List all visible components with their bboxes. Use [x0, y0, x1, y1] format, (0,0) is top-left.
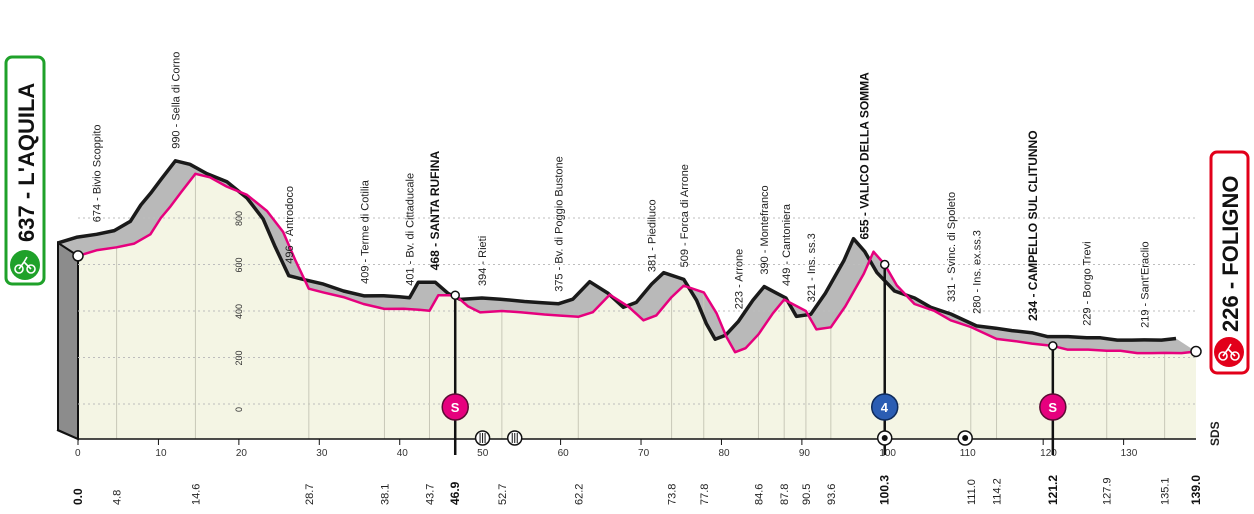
altitude-tick-label: 800 [234, 211, 244, 226]
ground-area [78, 173, 1196, 440]
endpoint-dots [72, 250, 1202, 358]
place-label: 321 - Ins. ss.3 [806, 233, 818, 302]
place-label: 509 - Forca di Arrone [679, 164, 691, 267]
altitude-tick-label: 200 [234, 350, 244, 365]
altitude-tick-label: 0 [234, 407, 244, 412]
kom-icon [870, 393, 899, 421]
race-markers: S 4 S [441, 264, 1067, 455]
distance-tick-label: 90 [799, 448, 811, 459]
place-label: 990 - Sella di Corno [170, 52, 182, 149]
place-label: 390 - Montefranco [759, 185, 771, 274]
distance-tick-label: 130 [1121, 448, 1138, 459]
distance-tick-label: 20 [236, 448, 248, 459]
finish-cyclist-glyph [1218, 343, 1240, 361]
finish-badge: 226 - FOLIGNO [1209, 150, 1250, 375]
finish-badge-frame [1209, 150, 1250, 375]
km-label: 93.6 [826, 484, 838, 505]
distance-tick-label: 10 [155, 448, 167, 459]
place-label: 401 - Bv. di Cittaducale [405, 173, 417, 286]
profile-left-face [57, 241, 79, 441]
km-label: 121.2 [1046, 475, 1060, 505]
distance-tick-label: 30 [316, 448, 328, 459]
distance-tick-label: 70 [638, 448, 650, 459]
place-label: 234 - CAMPELLO SUL CLITUNNO [1026, 130, 1040, 320]
start-badge-text: 637 - L'AQUILA [14, 83, 39, 242]
sprint-icon-label: S [451, 400, 460, 415]
distance-tick-label: 40 [397, 448, 409, 459]
km-label: 84.6 [754, 484, 766, 505]
distance-tick-label: 0 [75, 448, 81, 459]
place-label: 468 - SANTA RUFINA [428, 151, 442, 271]
distance-tick-label: 60 [558, 448, 570, 459]
waypoint-dot [1048, 341, 1058, 351]
km-label: 111.0 [966, 479, 978, 505]
distance-tick-label: 80 [718, 448, 730, 459]
distance-tick-label: 100 [879, 448, 896, 459]
km-label: 62.2 [573, 484, 585, 505]
relief-top-line [57, 159, 1177, 342]
endpoint-dot [72, 250, 84, 262]
finish-cyclist-icon [1214, 337, 1244, 367]
km-label: 135.1 [1160, 477, 1172, 505]
km-label: 0.0 [71, 488, 85, 505]
place-label: 381 - Piediluco [647, 199, 659, 272]
kom-category-label: 4 [881, 400, 889, 415]
place-label: 655 - VALICO DELLA SOMMA [858, 72, 872, 240]
brand-mark: SDS [1208, 421, 1222, 446]
place-label: 219 - Sant'Eraclio [1140, 241, 1152, 327]
km-label: 38.1 [379, 484, 391, 505]
endpoint-dot [1190, 345, 1202, 358]
place-label: 280 - Ins. ex.ss.3 [972, 230, 984, 314]
km-label: 139.0 [1189, 475, 1203, 505]
start-cyclist-glyph [14, 256, 36, 274]
start-cyclist-icon [10, 250, 40, 280]
altitude-tick-label: 600 [234, 257, 244, 272]
distance-tick-label: 50 [477, 448, 489, 459]
km-label: 4.8 [112, 490, 124, 505]
waypoint-dot [879, 259, 890, 270]
tunnel-icon-core [962, 435, 969, 441]
start-badge: 637 - L'AQUILA [4, 55, 46, 286]
finish-badge-text: 226 - FOLIGNO [1218, 176, 1243, 333]
relief-band [58, 160, 1196, 354]
sprint-icon [441, 393, 469, 421]
km-label: 100.3 [878, 475, 892, 505]
km-label: 77.8 [699, 484, 711, 505]
altitude-scale: 0 200 400 600 800 [234, 211, 244, 412]
distance-scale: 0 10 20 30 40 50 60 70 80 90 100 110 120 130 [75, 439, 1138, 459]
waypoint-dot [450, 290, 460, 300]
km-label: 87.8 [779, 484, 791, 505]
place-label: 496 - Antrodoco [284, 186, 296, 264]
sprint-icon-label: S [1048, 400, 1057, 415]
altitude-tick-label: 400 [234, 304, 244, 319]
place-label: 229 - Borgo Trevi [1082, 241, 1094, 325]
km-label: 90.5 [801, 484, 813, 505]
place-label: 449 - Cantoniera [781, 203, 793, 286]
place-label: 375 - Bv. di Poggio Bustone [553, 156, 565, 292]
place-label: 331 - Svinc. di Spoleto [946, 192, 958, 302]
km-label: 127.9 [1102, 477, 1114, 505]
km-label: 28.7 [304, 484, 316, 505]
route-line [77, 172, 1197, 355]
tunnel-icon-core [881, 435, 888, 441]
place-label: 394 - Rieti [477, 236, 489, 286]
km-labels: 0.0 4.8 14.6 28.7 38.1 43.7 46.9 52.7 62.2 73.8 77… [71, 475, 1203, 505]
km-label: 43.7 [425, 484, 437, 505]
start-badge-frame [4, 55, 46, 286]
distance-tick-label: 120 [1040, 448, 1057, 459]
sprint-icon [1039, 393, 1067, 421]
km-label: 52.7 [497, 484, 509, 505]
km-label: 73.8 [667, 484, 679, 505]
distance-tick-label: 110 [960, 448, 976, 459]
km-label: 14.6 [190, 484, 202, 505]
place-labels: 674 - Bivio Scoppito 990 - Sella di Corno… [92, 52, 1152, 328]
km-label: 46.9 [448, 481, 462, 505]
profile-bottom-left-edge [56, 429, 79, 440]
km-label: 114.2 [992, 478, 1004, 505]
place-label: 674 - Bivio Scoppito [92, 124, 104, 222]
place-label: 409 - Terme di Cotilia [359, 179, 371, 284]
place-label: 223 - Arrone [734, 249, 746, 310]
